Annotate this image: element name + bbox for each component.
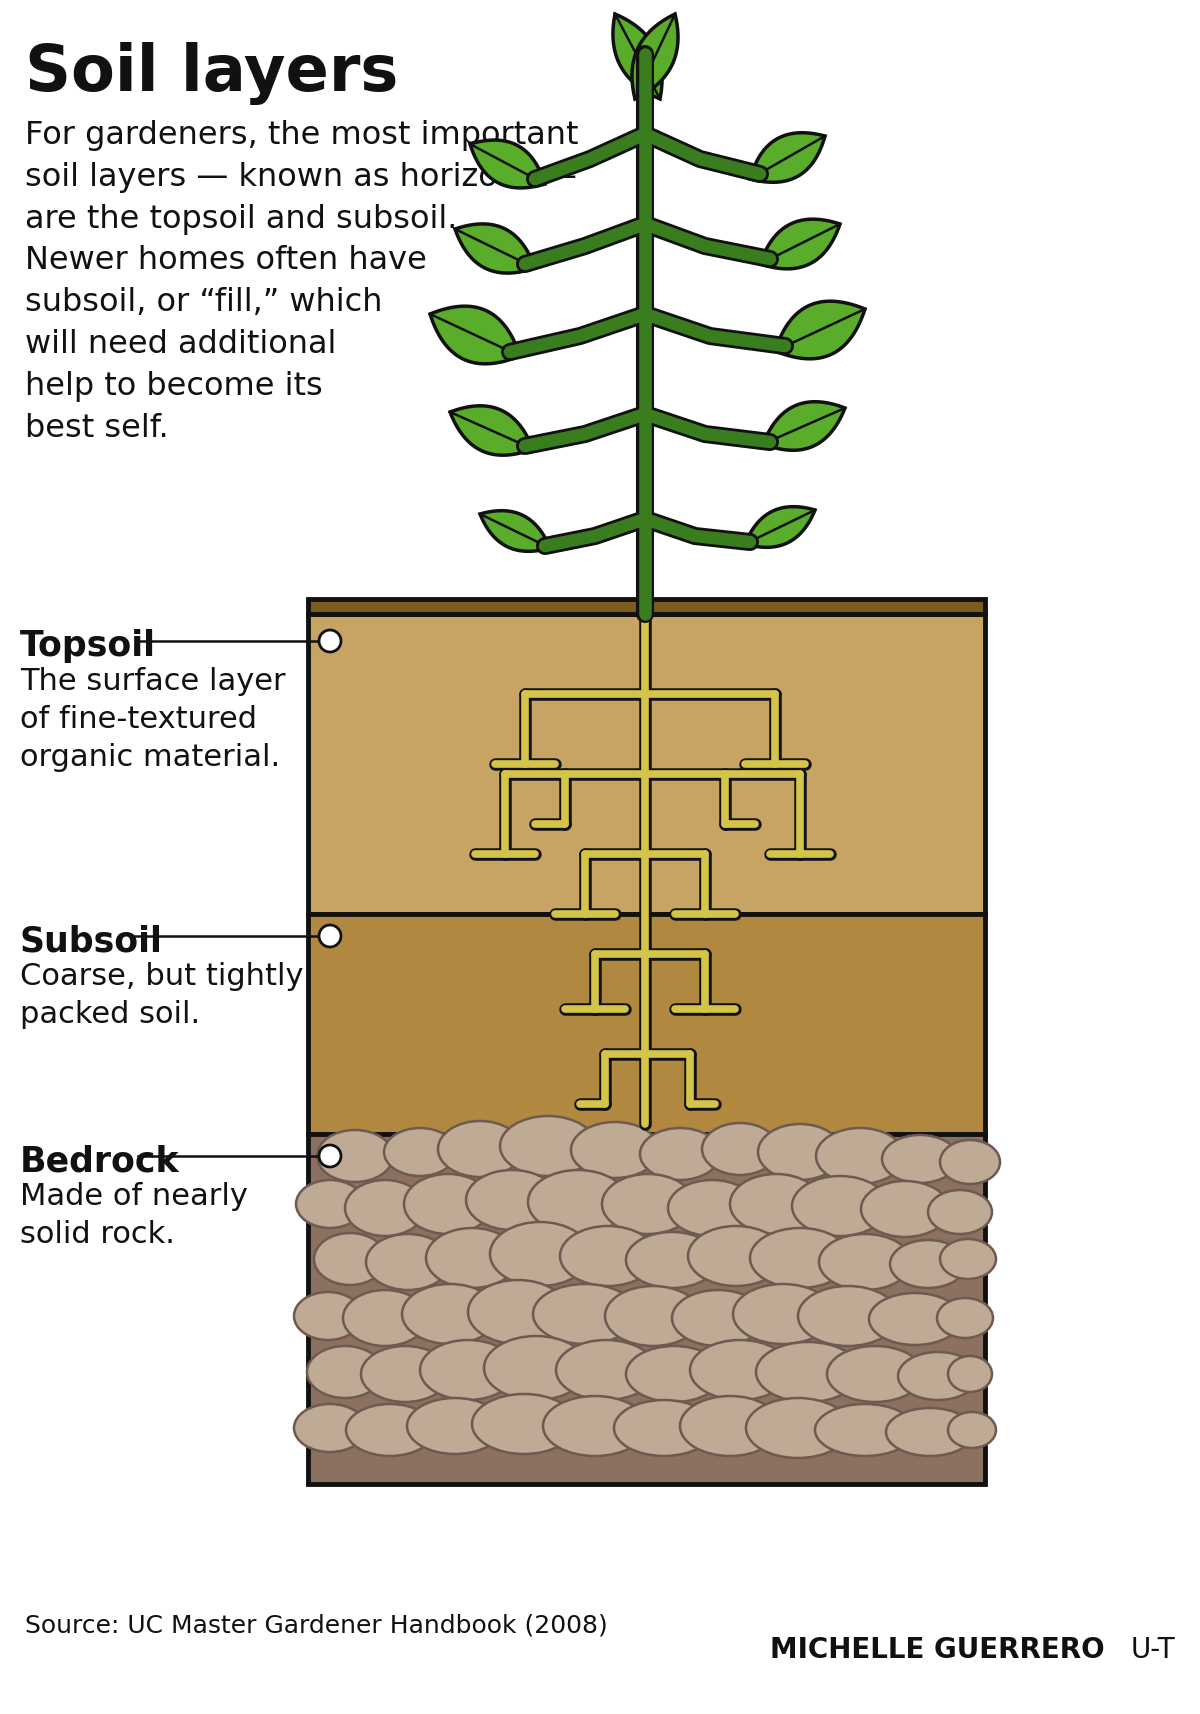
Circle shape <box>319 926 341 948</box>
Ellipse shape <box>468 1280 568 1344</box>
Ellipse shape <box>668 1179 756 1236</box>
Ellipse shape <box>490 1222 590 1286</box>
Polygon shape <box>480 511 550 552</box>
Ellipse shape <box>346 1404 434 1455</box>
Polygon shape <box>450 406 533 456</box>
Ellipse shape <box>626 1345 722 1402</box>
Ellipse shape <box>948 1412 996 1448</box>
Ellipse shape <box>438 1121 522 1178</box>
Ellipse shape <box>756 1342 860 1402</box>
Text: U-T: U-T <box>1130 1635 1175 1664</box>
Bar <box>308 614 985 914</box>
Ellipse shape <box>571 1123 659 1178</box>
Polygon shape <box>613 14 662 99</box>
Ellipse shape <box>750 1227 850 1287</box>
Bar <box>308 914 985 1135</box>
Ellipse shape <box>882 1135 958 1183</box>
Ellipse shape <box>798 1286 898 1345</box>
Ellipse shape <box>815 1404 916 1455</box>
Ellipse shape <box>614 1400 714 1455</box>
Circle shape <box>319 631 341 651</box>
Ellipse shape <box>472 1393 576 1453</box>
Ellipse shape <box>862 1181 949 1238</box>
Polygon shape <box>430 307 520 363</box>
Polygon shape <box>760 219 840 269</box>
Ellipse shape <box>384 1128 456 1176</box>
Ellipse shape <box>294 1404 366 1452</box>
Text: For gardeners, the most important
soil layers — known as horizons —
are the tops: For gardeners, the most important soil l… <box>25 120 578 444</box>
Ellipse shape <box>758 1124 842 1179</box>
Text: Coarse, but tightly
packed soil.: Coarse, but tightly packed soil. <box>20 962 304 1028</box>
Ellipse shape <box>307 1345 383 1399</box>
Ellipse shape <box>928 1190 992 1234</box>
Text: Topsoil: Topsoil <box>20 629 156 663</box>
Text: Bedrock: Bedrock <box>20 1143 180 1178</box>
Ellipse shape <box>426 1227 518 1287</box>
Polygon shape <box>455 225 535 273</box>
Ellipse shape <box>672 1291 764 1345</box>
Ellipse shape <box>542 1395 647 1455</box>
Polygon shape <box>632 14 678 99</box>
Polygon shape <box>750 132 826 182</box>
Ellipse shape <box>407 1399 503 1453</box>
Ellipse shape <box>296 1179 364 1227</box>
Ellipse shape <box>869 1292 961 1345</box>
Ellipse shape <box>890 1239 966 1287</box>
Ellipse shape <box>818 1234 911 1291</box>
Ellipse shape <box>886 1407 974 1455</box>
Ellipse shape <box>940 1239 996 1279</box>
Ellipse shape <box>816 1128 904 1184</box>
Ellipse shape <box>560 1226 656 1286</box>
Ellipse shape <box>733 1284 833 1344</box>
Ellipse shape <box>688 1226 784 1286</box>
Ellipse shape <box>317 1130 394 1183</box>
Circle shape <box>319 1145 341 1167</box>
Ellipse shape <box>605 1286 701 1345</box>
Text: MICHELLE GUERRERO: MICHELLE GUERRERO <box>770 1635 1105 1664</box>
Ellipse shape <box>528 1171 628 1234</box>
Text: Made of nearly
solid rock.: Made of nearly solid rock. <box>20 1183 248 1250</box>
Ellipse shape <box>343 1291 427 1345</box>
Ellipse shape <box>346 1179 425 1236</box>
Ellipse shape <box>484 1335 588 1400</box>
Text: Soil layers: Soil layers <box>25 43 398 105</box>
Ellipse shape <box>792 1176 888 1236</box>
Ellipse shape <box>640 1128 720 1179</box>
Ellipse shape <box>690 1340 790 1400</box>
Ellipse shape <box>680 1395 780 1455</box>
Ellipse shape <box>294 1292 362 1340</box>
Polygon shape <box>775 302 865 358</box>
Ellipse shape <box>402 1284 498 1344</box>
Ellipse shape <box>746 1399 850 1459</box>
Ellipse shape <box>361 1345 449 1402</box>
Text: The surface layer
of fine-textured
organic material.: The surface layer of fine-textured organ… <box>20 667 286 773</box>
Ellipse shape <box>940 1140 1000 1184</box>
Ellipse shape <box>466 1171 558 1231</box>
Ellipse shape <box>702 1123 778 1176</box>
Ellipse shape <box>556 1340 656 1400</box>
Ellipse shape <box>730 1174 822 1234</box>
Ellipse shape <box>602 1174 694 1234</box>
Polygon shape <box>763 401 845 451</box>
Ellipse shape <box>948 1356 992 1392</box>
Polygon shape <box>745 507 815 547</box>
Ellipse shape <box>898 1352 978 1400</box>
Polygon shape <box>470 141 545 189</box>
Ellipse shape <box>500 1116 596 1176</box>
Ellipse shape <box>626 1232 718 1287</box>
Ellipse shape <box>366 1234 450 1291</box>
Ellipse shape <box>827 1345 923 1402</box>
Bar <box>308 598 985 614</box>
Ellipse shape <box>937 1297 994 1339</box>
Ellipse shape <box>533 1284 637 1344</box>
Text: Subsoil: Subsoil <box>20 924 163 958</box>
Text: Source: UC Master Gardener Handbook (2008): Source: UC Master Gardener Handbook (200… <box>25 1615 607 1639</box>
Bar <box>308 1135 985 1484</box>
Ellipse shape <box>314 1232 386 1286</box>
Ellipse shape <box>404 1174 492 1234</box>
Ellipse shape <box>420 1340 516 1400</box>
